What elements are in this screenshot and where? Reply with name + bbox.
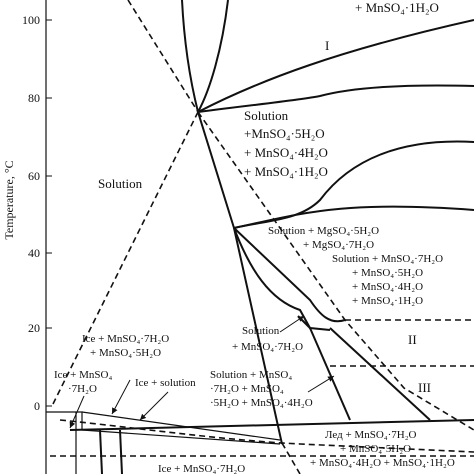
- label-bottom: Ice + MnSO₄·7H₂O: [158, 463, 245, 474]
- arrow-ice-mnso4: [69, 395, 85, 429]
- label-mg-2: + MgSO₄·7H₂O: [303, 239, 374, 251]
- label-mn4-4: + MnSO₄·1H₂O: [352, 295, 423, 307]
- arrow-ice-mn: [111, 379, 131, 415]
- y-tick-label-0: 0: [34, 399, 40, 413]
- label-ice-mnso4-1: Ice + MnSO₄: [54, 369, 112, 381]
- y-tick-label-80: 80: [28, 91, 40, 105]
- curve-mg-boundary: [233, 227, 346, 323]
- bottom-vertical-2: [119, 429, 123, 474]
- arrow-ice-solution: [139, 391, 169, 421]
- bottom-cross-2: [81, 429, 281, 445]
- curve-top-middle: [197, 0, 229, 113]
- label-ice-mnso4-2: ·7H₂O: [68, 383, 97, 395]
- label-sol-mn4-2: ·7H₂O + MnSO₄: [210, 383, 284, 395]
- label-region-I: I: [325, 38, 329, 53]
- label-ice-solution: Ice + solution: [135, 377, 196, 389]
- label-mn4-2: + MnSO₄·5H₂O: [352, 267, 423, 279]
- label-sol-mn4-3: ·5H₂O + MnSO₄·4H₂O: [210, 397, 313, 409]
- label-solution-multi-4: + MnSO₄·1H₂O: [244, 164, 328, 179]
- arrow-solution7: [279, 315, 305, 333]
- y-tick-label-20: 20: [28, 321, 40, 335]
- label-led-2: + MnSO₄·5H₂O: [340, 443, 411, 455]
- label-sol7-2: + MnSO₄·7H₂O: [232, 341, 303, 353]
- y-tick-label-100: 100: [22, 13, 40, 27]
- curve-top-left: [181, 0, 199, 113]
- label-ice-mn-2: + MnSO₄·5H₂O: [90, 347, 161, 359]
- curve-region-I-lower: [197, 84, 474, 113]
- label-solution-multi-1: Solution: [244, 108, 289, 123]
- y-tick-label-40: 40: [28, 246, 40, 260]
- label-led-3: + MnSO₄·4H₂O + MnSO₄·1H₂O: [310, 457, 455, 469]
- label-sol-mn4-1: Solution + MnSO₄: [210, 369, 292, 381]
- label-mn4-1: Solution + MnSO₄·7H₂O: [332, 253, 443, 265]
- label-solution-multi-3: + MnSO₄·4H₂O: [244, 145, 328, 160]
- y-tick-label-60: 60: [28, 169, 40, 183]
- y-axis-title: Temperature, °C: [2, 160, 16, 239]
- dashed-line-diagonal: [197, 111, 474, 431]
- label-top-right: + MnSO₄·1H₂O: [355, 0, 439, 15]
- curve-to-bottom-right: [309, 327, 351, 421]
- bottom-cross-1: [81, 411, 281, 441]
- label-solution-multi-2: +MnSO₄·5H₂O: [244, 126, 325, 141]
- label-sol7-1: Solution: [242, 325, 280, 337]
- label-region-II: II: [408, 332, 417, 347]
- label-led-1: Лед + MnSO₄·7H₂O: [325, 429, 417, 441]
- curve-region-I-upper: [197, 19, 474, 113]
- dashed-line-to-bottom: [281, 442, 301, 474]
- bottom-horizontal-2: [69, 419, 474, 431]
- curve-upper-right: [233, 140, 474, 229]
- label-mg-1: Solution + MgSO₄·5H₂O: [268, 225, 379, 237]
- label-mn4-3: + MnSO₄·4H₂O: [352, 281, 423, 293]
- dashed-line-top-left: [127, 0, 199, 113]
- bottom-vertical-1: [99, 429, 103, 474]
- curve-solution7: [233, 227, 331, 331]
- dashed-line-upper-left: [51, 111, 199, 407]
- label-solution-main: Solution: [98, 176, 143, 191]
- label-region-III: III: [418, 380, 431, 395]
- curve-right-diagonal: [329, 327, 431, 421]
- arrow-sol-mn4: [307, 375, 335, 393]
- label-ice-mn-1: Ice + MnSO₄·7H₂O: [82, 333, 169, 345]
